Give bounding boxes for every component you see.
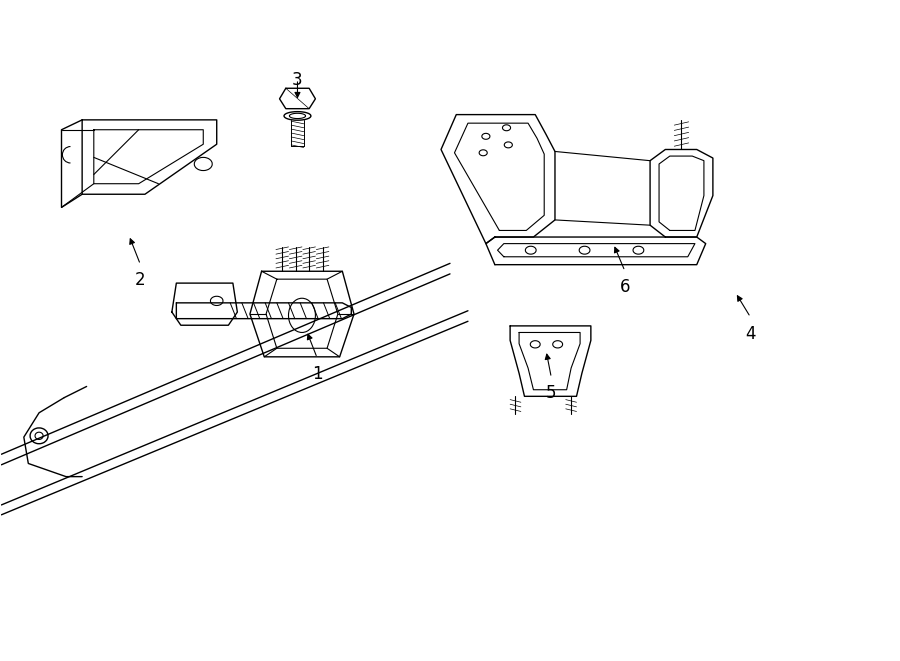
Text: 4: 4: [745, 325, 756, 343]
Text: 1: 1: [312, 365, 322, 383]
Text: 3: 3: [292, 71, 302, 89]
Text: 6: 6: [620, 278, 630, 296]
Text: 5: 5: [546, 385, 556, 403]
Text: 2: 2: [135, 271, 146, 290]
